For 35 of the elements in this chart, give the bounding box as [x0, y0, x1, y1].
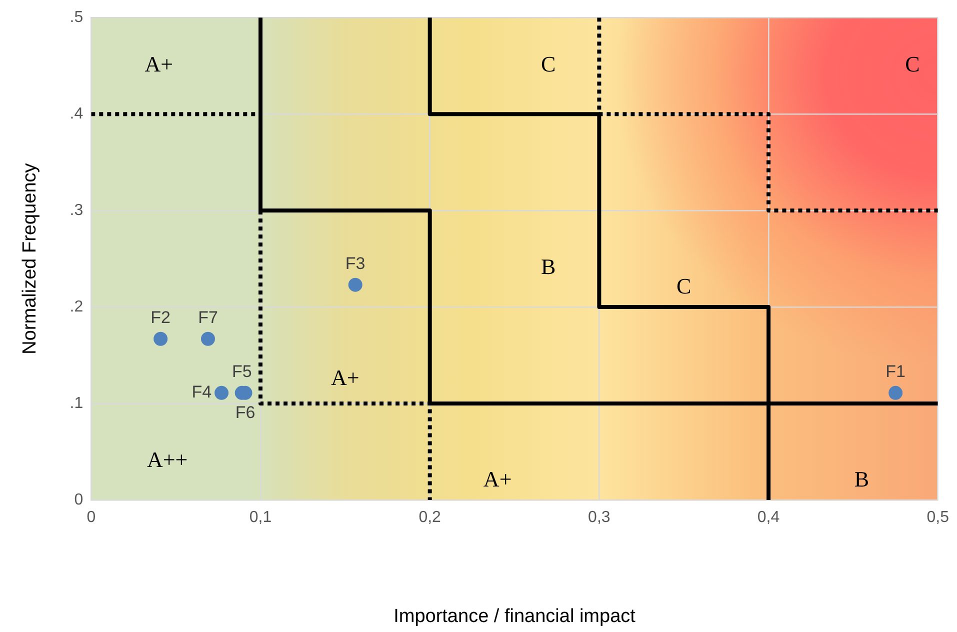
x-tick-label: 0,1: [249, 509, 272, 526]
annotation: B: [541, 254, 556, 280]
annotation: C: [676, 274, 692, 299]
x-axis-title: Importance / financial impact: [394, 606, 636, 627]
annotation: F2: [150, 308, 170, 328]
point: [154, 332, 168, 346]
annotation: C: [905, 52, 920, 77]
y-tick-label: .5: [70, 9, 84, 26]
annotation: F5: [232, 362, 252, 382]
annotation: F4: [192, 382, 212, 402]
x-tick-label: 0,4: [757, 509, 780, 526]
annotation: F6: [235, 403, 256, 422]
annotation: F7: [198, 308, 218, 328]
x-tick-label: 0,2: [418, 509, 442, 526]
x-tick-label: 0,5: [926, 509, 950, 526]
y-tick-label: .2: [70, 298, 84, 316]
y-tick-label: 0: [74, 491, 84, 508]
point: [200, 332, 215, 346]
annotation: A+: [483, 466, 512, 492]
annotation: B: [854, 466, 870, 492]
annotation: C: [541, 52, 556, 77]
annotation: A+: [144, 52, 174, 77]
y-tick-label: .4: [70, 105, 84, 122]
annotation: A+: [331, 365, 360, 390]
y-axis-title: Normalized Frequency: [20, 162, 41, 354]
annotation: F3: [345, 254, 366, 274]
annotation: F1: [886, 362, 906, 382]
y-tick-label: .3: [70, 202, 84, 219]
point: [348, 278, 362, 292]
point: [214, 386, 229, 400]
point: [888, 386, 903, 400]
annotation: A++: [147, 447, 188, 472]
y-tick-label: .1: [70, 394, 84, 412]
x-tick-label: 0: [86, 509, 96, 526]
x-tick-label: 0,3: [588, 509, 610, 526]
